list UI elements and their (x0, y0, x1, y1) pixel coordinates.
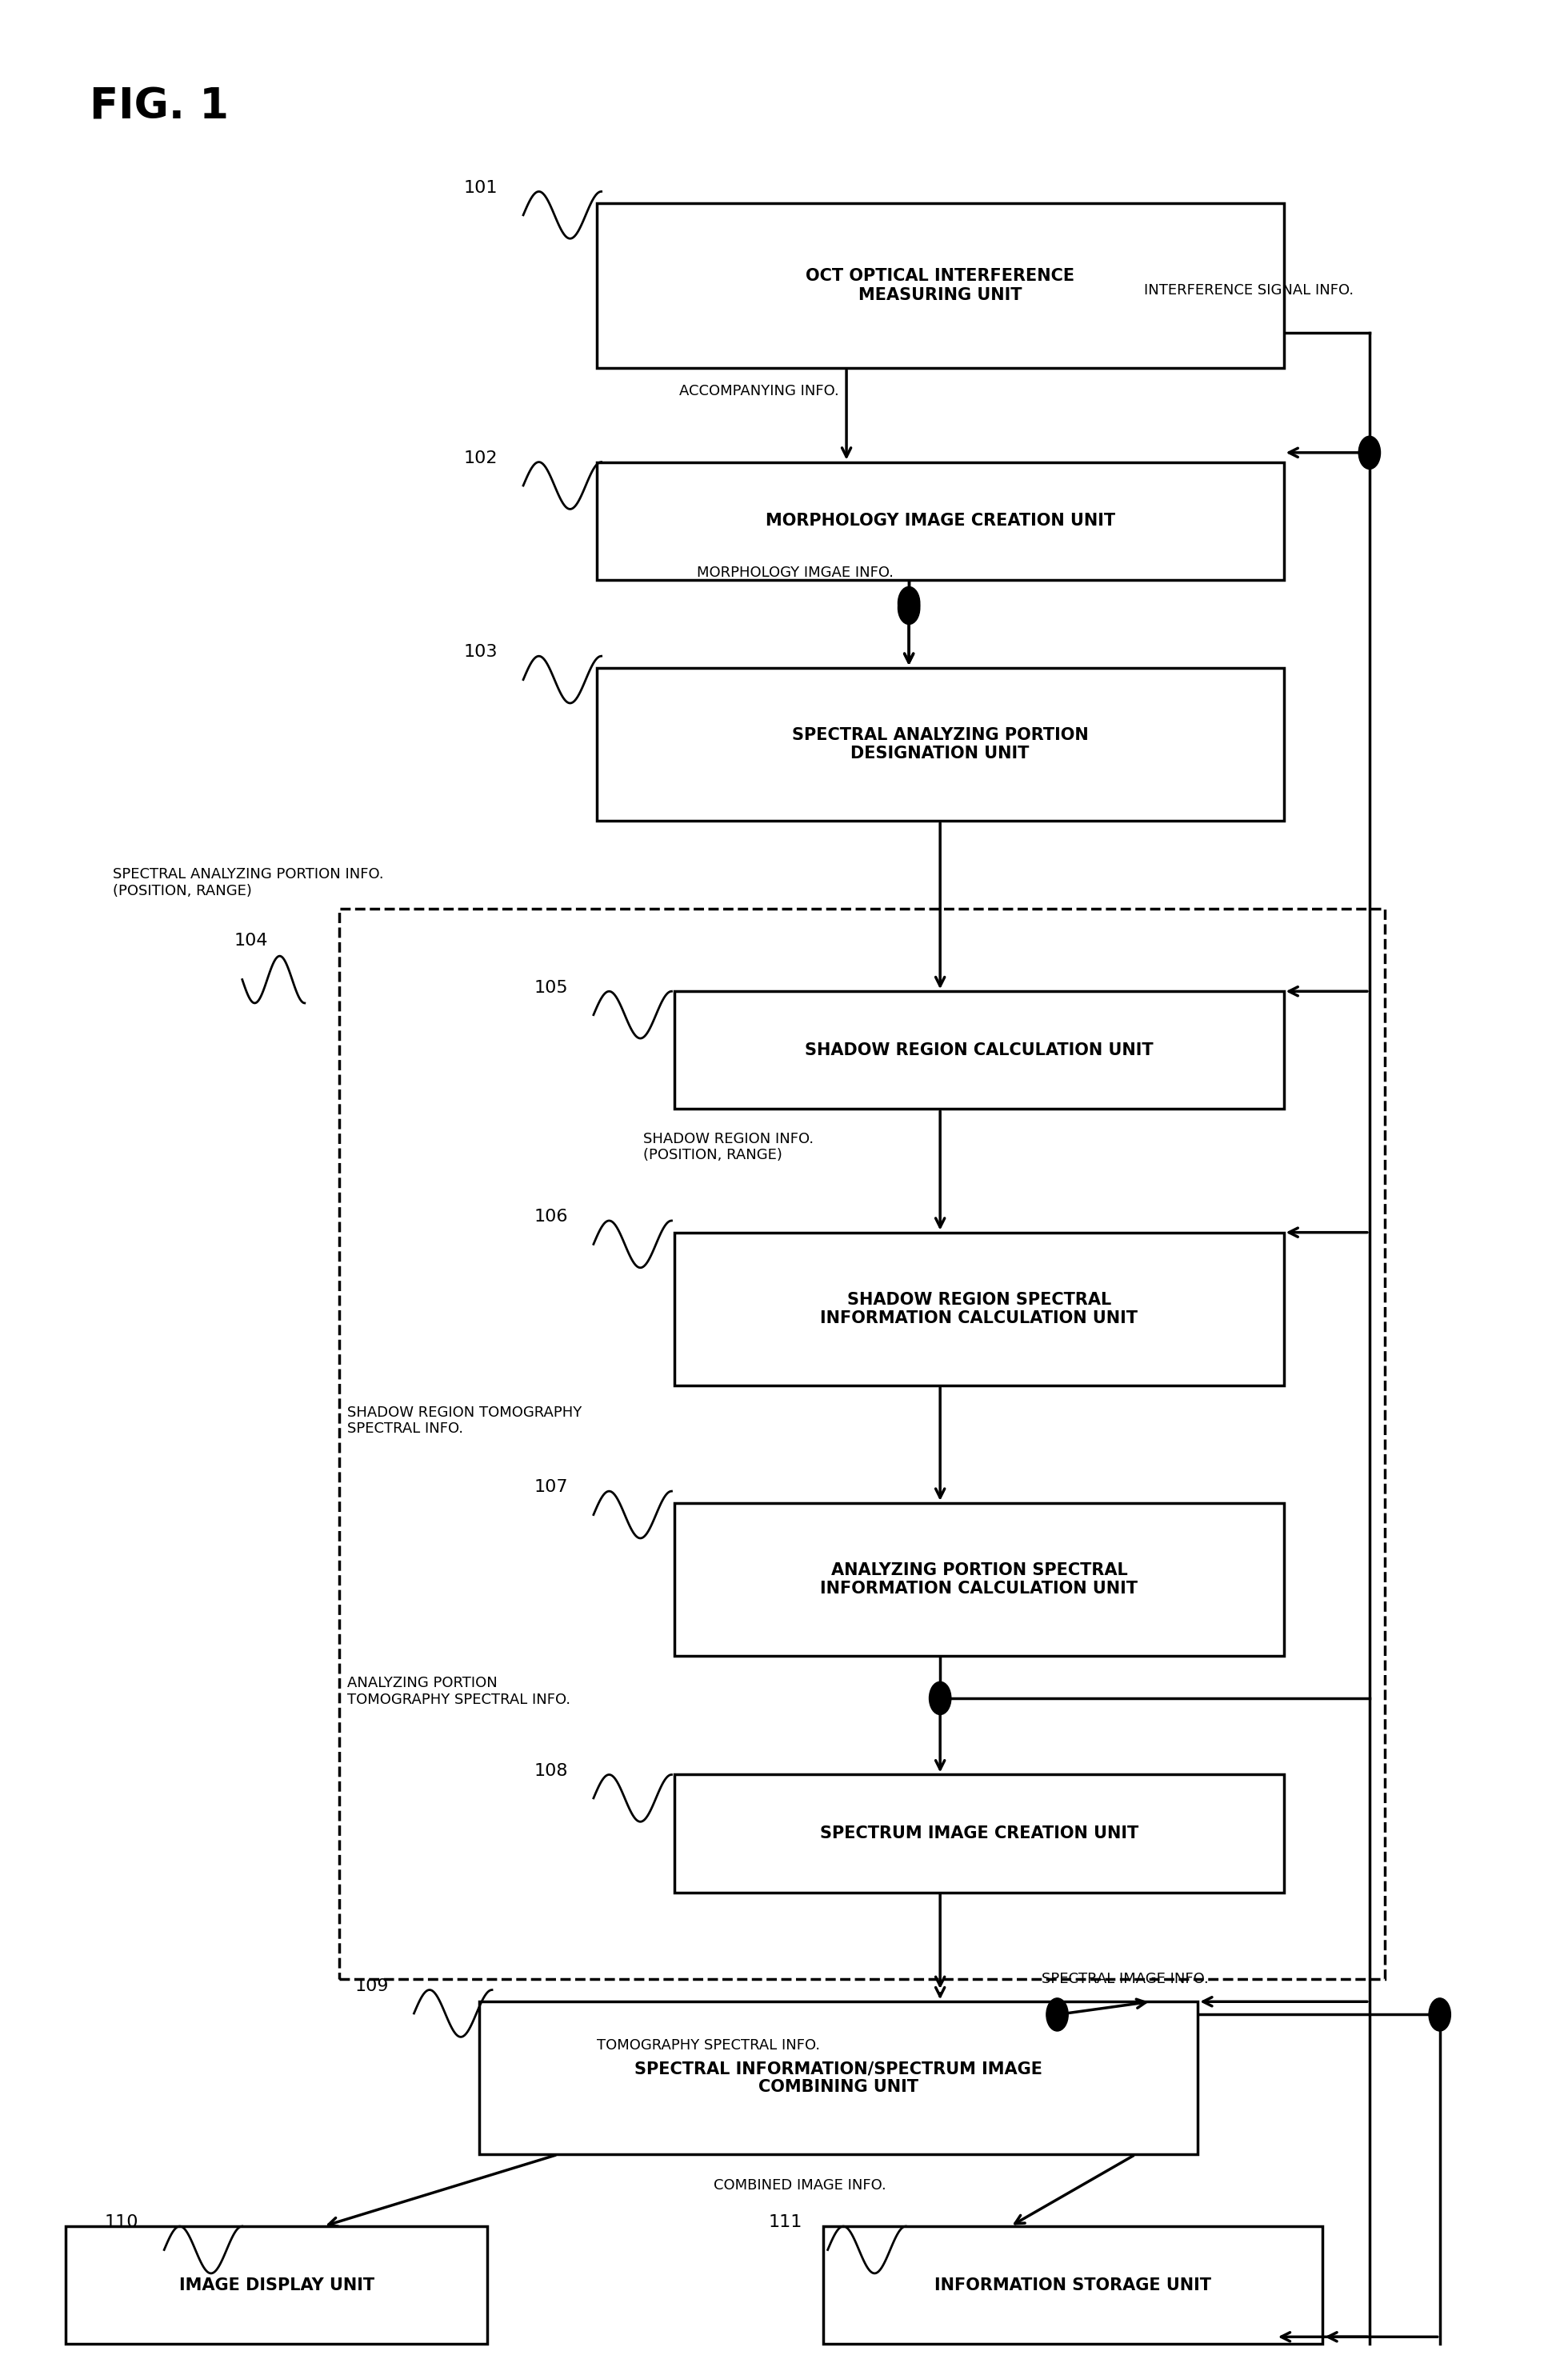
Text: MORPHOLOGY IMAGE CREATION UNIT: MORPHOLOGY IMAGE CREATION UNIT (765, 512, 1115, 528)
Circle shape (1428, 1998, 1450, 2031)
Text: COMBINED IMAGE INFO.: COMBINED IMAGE INFO. (713, 2177, 886, 2192)
Text: SHADOW REGION SPECTRAL
INFORMATION CALCULATION UNIT: SHADOW REGION SPECTRAL INFORMATION CALCU… (820, 1293, 1138, 1326)
Text: INTERFERENCE SIGNAL INFO.: INTERFERENCE SIGNAL INFO. (1145, 283, 1353, 297)
Text: IMAGE DISPLAY UNIT: IMAGE DISPLAY UNIT (179, 2276, 375, 2293)
Text: SPECTRAL ANALYZING PORTION INFO.
(POSITION, RANGE): SPECTRAL ANALYZING PORTION INFO. (POSITI… (113, 868, 384, 899)
FancyBboxPatch shape (480, 2003, 1198, 2154)
Text: SPECTRAL IMAGE INFO.: SPECTRAL IMAGE INFO. (1041, 1972, 1209, 1986)
Text: OCT OPTICAL INTERFERENCE
MEASURING UNIT: OCT OPTICAL INTERFERENCE MEASURING UNIT (806, 269, 1074, 302)
Text: SPECTRAL ANALYZING PORTION
DESIGNATION UNIT: SPECTRAL ANALYZING PORTION DESIGNATION U… (792, 727, 1088, 762)
Circle shape (930, 1682, 952, 1715)
FancyBboxPatch shape (597, 668, 1284, 821)
Text: ANALYZING PORTION SPECTRAL
INFORMATION CALCULATION UNIT: ANALYZING PORTION SPECTRAL INFORMATION C… (820, 1562, 1138, 1597)
Text: INFORMATION STORAGE UNIT: INFORMATION STORAGE UNIT (935, 2276, 1210, 2293)
Text: 103: 103 (464, 644, 499, 661)
Text: SHADOW REGION CALCULATION UNIT: SHADOW REGION CALCULATION UNIT (804, 1043, 1154, 1059)
Text: 102: 102 (464, 451, 499, 467)
Text: 106: 106 (535, 1208, 568, 1224)
Text: TOMOGRAPHY SPECTRAL INFO.: TOMOGRAPHY SPECTRAL INFO. (597, 2038, 820, 2052)
Text: 101: 101 (464, 179, 499, 196)
Text: SHADOW REGION TOMOGRAPHY
SPECTRAL INFO.: SHADOW REGION TOMOGRAPHY SPECTRAL INFO. (347, 1406, 582, 1437)
Text: ACCOMPANYING INFO.: ACCOMPANYING INFO. (679, 385, 839, 399)
FancyBboxPatch shape (597, 462, 1284, 580)
Text: SPECTRUM IMAGE CREATION UNIT: SPECTRUM IMAGE CREATION UNIT (820, 1826, 1138, 1842)
Text: 105: 105 (535, 979, 568, 995)
Text: 107: 107 (535, 1479, 568, 1496)
FancyBboxPatch shape (597, 203, 1284, 368)
Text: SPECTRAL INFORMATION/SPECTRUM IMAGE
COMBINING UNIT: SPECTRAL INFORMATION/SPECTRUM IMAGE COMB… (635, 2062, 1043, 2095)
FancyBboxPatch shape (674, 991, 1284, 1109)
Circle shape (1358, 436, 1380, 469)
Text: 104: 104 (234, 932, 268, 948)
Text: SHADOW REGION INFO.
(POSITION, RANGE): SHADOW REGION INFO. (POSITION, RANGE) (643, 1132, 814, 1163)
Text: 108: 108 (535, 1762, 568, 1779)
FancyBboxPatch shape (674, 1774, 1284, 1892)
FancyBboxPatch shape (674, 1231, 1284, 1385)
Text: MORPHOLOGY IMGAE INFO.: MORPHOLOGY IMGAE INFO. (696, 566, 894, 580)
Text: ANALYZING PORTION
TOMOGRAPHY SPECTRAL INFO.: ANALYZING PORTION TOMOGRAPHY SPECTRAL IN… (347, 1677, 571, 1708)
Circle shape (898, 587, 920, 620)
Text: 109: 109 (354, 1979, 389, 1993)
Circle shape (898, 592, 920, 625)
Text: 111: 111 (768, 2215, 803, 2232)
Text: FIG. 1: FIG. 1 (89, 85, 229, 127)
FancyBboxPatch shape (674, 1503, 1284, 1656)
FancyBboxPatch shape (823, 2227, 1323, 2345)
Text: 110: 110 (105, 2215, 140, 2232)
FancyBboxPatch shape (66, 2227, 488, 2345)
Circle shape (1046, 1998, 1068, 2031)
